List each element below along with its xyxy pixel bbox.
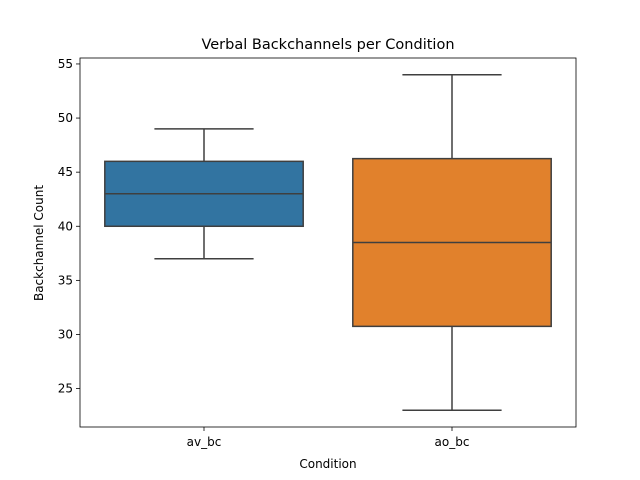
y-tick-label: 55 <box>58 57 73 71</box>
chart-title: Verbal Backchannels per Condition <box>201 37 454 53</box>
y-tick-label: 30 <box>58 327 73 341</box>
x-tick-label: ao_bc <box>435 435 470 449</box>
y-tick-label: 45 <box>58 165 73 179</box>
y-tick-label: 25 <box>58 382 73 396</box>
y-tick-label: 40 <box>58 219 73 233</box>
y-axis-label: Backchannel Count <box>32 185 46 301</box>
y-tick-label: 50 <box>58 111 73 125</box>
x-axis-label: Condition <box>299 457 356 471</box>
plot-frame <box>79 57 577 428</box>
x-tick-label: av_bc <box>187 435 222 449</box>
y-tick-label: 35 <box>58 273 73 287</box>
plot-area: av_bc ao_bc 25 30 35 40 45 50 55 <box>58 57 577 449</box>
